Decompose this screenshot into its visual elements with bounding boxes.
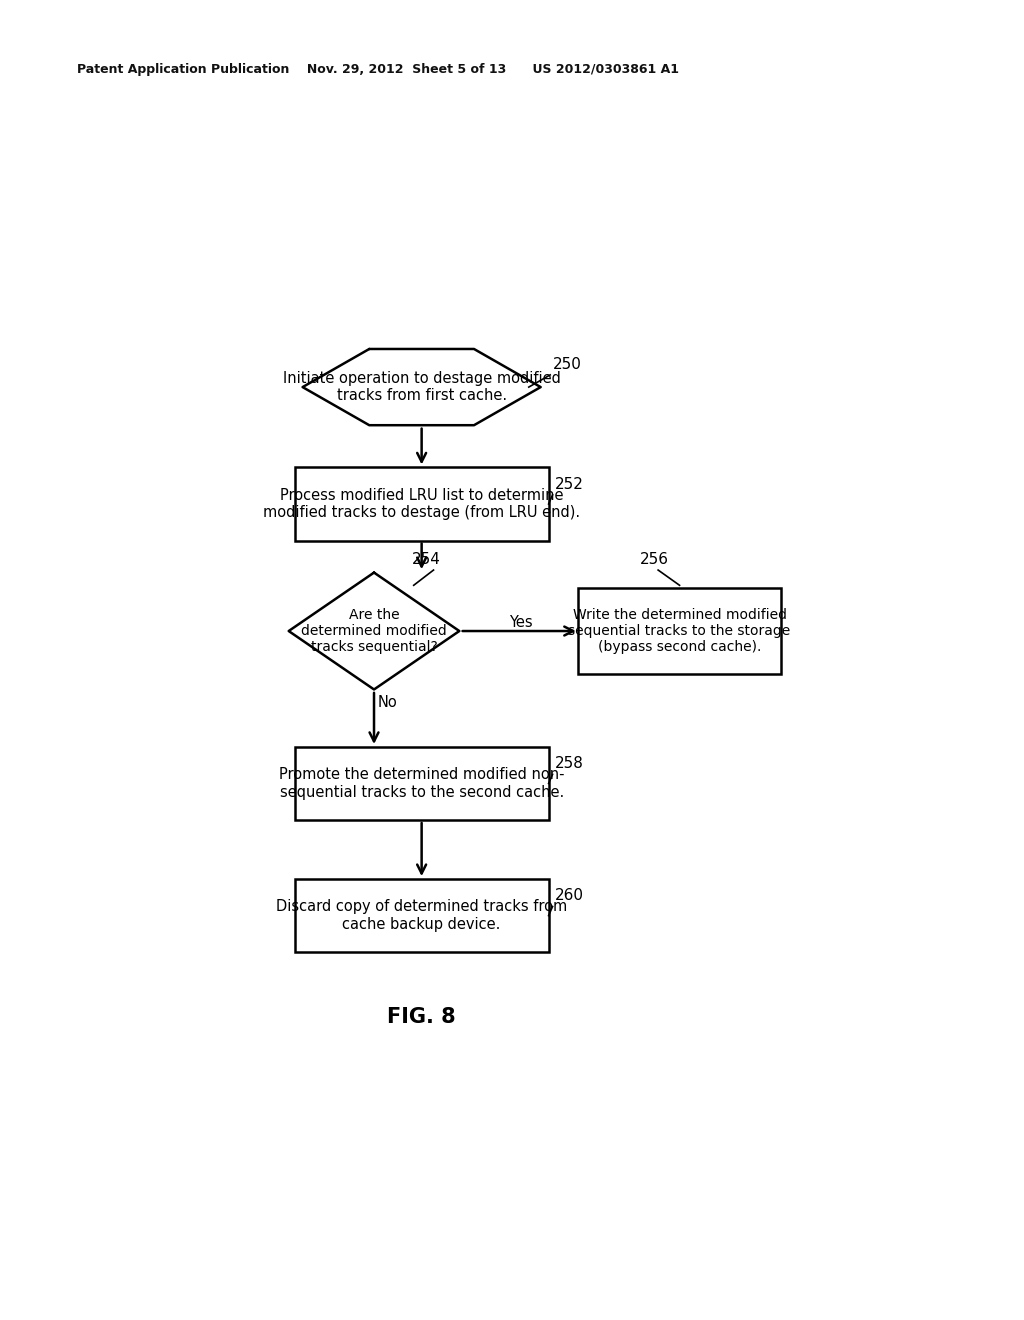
Text: Process modified LRU list to determine
modified tracks to destage (from LRU end): Process modified LRU list to determine m… <box>263 488 581 520</box>
Text: 256: 256 <box>640 552 669 568</box>
Text: Patent Application Publication    Nov. 29, 2012  Sheet 5 of 13      US 2012/0303: Patent Application Publication Nov. 29, … <box>77 63 679 77</box>
Text: Are the
determined modified
tracks sequential?: Are the determined modified tracks seque… <box>301 607 446 655</box>
Bar <box>579 587 780 675</box>
Text: FIG. 8: FIG. 8 <box>387 1007 456 1027</box>
Text: Yes: Yes <box>509 615 532 631</box>
Bar <box>295 879 549 952</box>
Text: 260: 260 <box>555 888 584 903</box>
Text: Write the determined modified
sequential tracks to the storage
(bypass second ca: Write the determined modified sequential… <box>568 607 791 655</box>
Polygon shape <box>303 348 541 425</box>
Text: Discard copy of determined tracks from
cache backup device.: Discard copy of determined tracks from c… <box>276 899 567 932</box>
Text: 252: 252 <box>555 477 584 492</box>
Text: Initiate operation to destage modified
tracks from first cache.: Initiate operation to destage modified t… <box>283 371 560 404</box>
Text: Promote the determined modified non-
sequential tracks to the second cache.: Promote the determined modified non- seq… <box>279 767 564 800</box>
Text: 250: 250 <box>553 356 582 372</box>
Bar <box>295 467 549 541</box>
Bar <box>295 747 549 820</box>
Text: 254: 254 <box>412 552 441 568</box>
Text: 258: 258 <box>555 756 584 771</box>
Polygon shape <box>289 573 460 689</box>
Text: No: No <box>378 694 397 710</box>
